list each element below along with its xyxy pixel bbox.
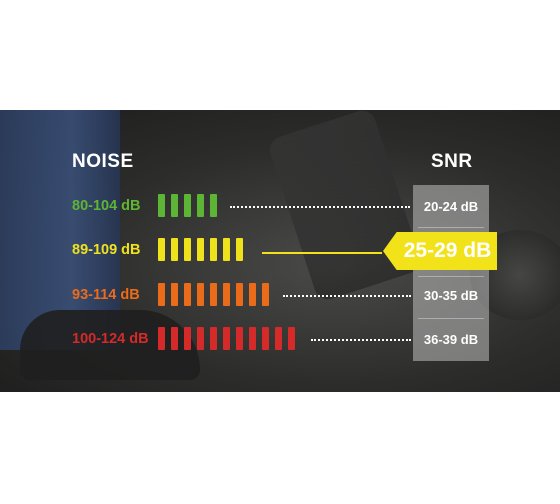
snr-value-row-2: 25-29 dB — [403, 239, 492, 262]
snr-value-row-3: 30-35 dB — [423, 288, 479, 303]
level-bar — [249, 327, 256, 350]
noise-header: NOISE — [72, 151, 134, 172]
work-boot-image — [20, 310, 200, 380]
snr-divider — [418, 276, 484, 277]
level-bar — [171, 327, 178, 350]
dotted-connector-row-1 — [230, 206, 410, 208]
level-bar — [171, 283, 178, 306]
level-bar — [197, 283, 204, 306]
noise-bars-row-4 — [158, 327, 295, 350]
snr-column — [413, 185, 489, 361]
level-bar — [236, 238, 243, 261]
level-bar — [210, 194, 217, 217]
snr-divider — [418, 227, 484, 228]
snr-divider — [418, 318, 484, 319]
highlight-connector — [262, 252, 382, 254]
level-bar — [223, 327, 230, 350]
level-bar — [210, 327, 217, 350]
level-bar — [236, 283, 243, 306]
level-bar — [171, 238, 178, 261]
snr-value-row-1: 20-24 dB — [423, 199, 479, 214]
noise-label-row-4: 100-124 dB — [72, 331, 149, 347]
level-bar — [197, 194, 204, 217]
level-bar — [184, 283, 191, 306]
level-bar — [184, 327, 191, 350]
level-bar — [210, 283, 217, 306]
snr-header: SNR — [431, 151, 473, 172]
level-bar — [223, 283, 230, 306]
level-bar — [158, 283, 165, 306]
level-bar — [249, 283, 256, 306]
level-bar — [158, 238, 165, 261]
noise-label-row-2: 89-109 dB — [72, 242, 141, 258]
snr-value-row-4: 36-39 dB — [423, 332, 479, 347]
level-bar — [210, 238, 217, 261]
level-bar — [184, 194, 191, 217]
level-bar — [184, 238, 191, 261]
level-bar — [262, 327, 269, 350]
level-bar — [275, 327, 282, 350]
dotted-connector-row-3 — [283, 295, 411, 297]
noise-bars-row-2 — [158, 238, 243, 261]
level-bar — [171, 194, 178, 217]
level-bar — [158, 327, 165, 350]
level-bar — [197, 238, 204, 261]
level-bar — [236, 327, 243, 350]
dotted-connector-row-4 — [311, 339, 411, 341]
level-bar — [223, 238, 230, 261]
noise-bars-row-1 — [158, 194, 217, 217]
noise-label-row-3: 93-114 dB — [72, 287, 140, 303]
level-bar — [288, 327, 295, 350]
noise-label-row-1: 80-104 dB — [72, 198, 141, 214]
level-bar — [158, 194, 165, 217]
level-bar — [197, 327, 204, 350]
highlight-badge — [383, 232, 497, 270]
noise-bars-row-3 — [158, 283, 269, 306]
level-bar — [262, 283, 269, 306]
